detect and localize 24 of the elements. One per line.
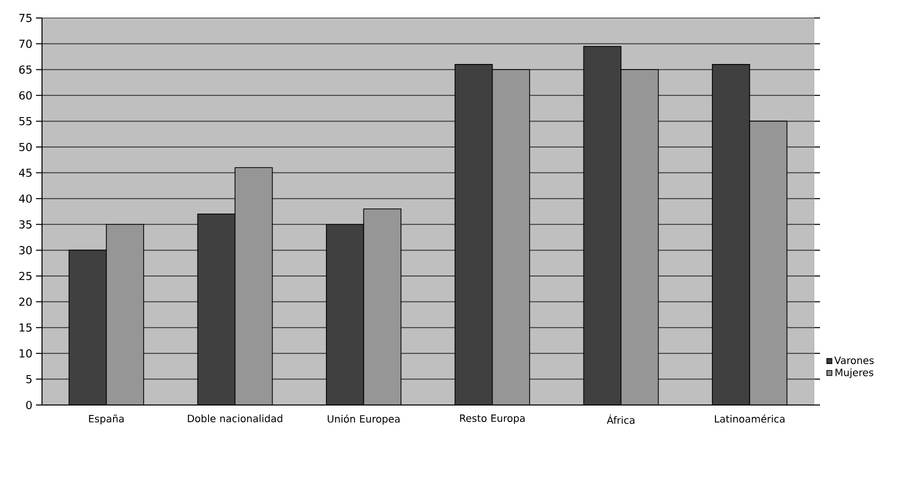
y-tick-label: 65 <box>19 65 32 74</box>
y-tick-label: 70 <box>19 40 32 48</box>
y-tick-label: 5 <box>26 375 32 384</box>
x-tick-label: Unión Europea <box>328 414 400 425</box>
x-tick-label: Latinoamérica <box>714 414 784 423</box>
y-tick-label: 10 <box>20 349 32 358</box>
y-tick-label: 25 <box>19 272 32 280</box>
x-tick-label: España <box>89 414 124 424</box>
y-tick-label: 50 <box>19 142 32 152</box>
y-tick-label: 60 <box>19 91 32 100</box>
legend-label: Varones <box>834 356 874 364</box>
y-tick-label: 40 <box>19 194 32 203</box>
y-tick-label: 15 <box>20 324 32 332</box>
y-tick-label: 55 <box>19 117 32 126</box>
y-tick-label: 20 <box>19 298 32 306</box>
x-tick-label: Resto Europa <box>460 414 525 424</box>
x-tick-label: Doble nacionalidad <box>188 414 282 422</box>
y-tick-label: 30 <box>19 246 32 254</box>
y-tick-label: 0 <box>26 400 32 410</box>
y-tick-label: 75 <box>19 14 32 22</box>
legend-label: Mujeres <box>836 368 874 378</box>
y-tick-label: 45 <box>19 168 32 177</box>
x-tick-label: África <box>606 414 634 424</box>
y-tick-label: 35 <box>19 220 32 229</box>
